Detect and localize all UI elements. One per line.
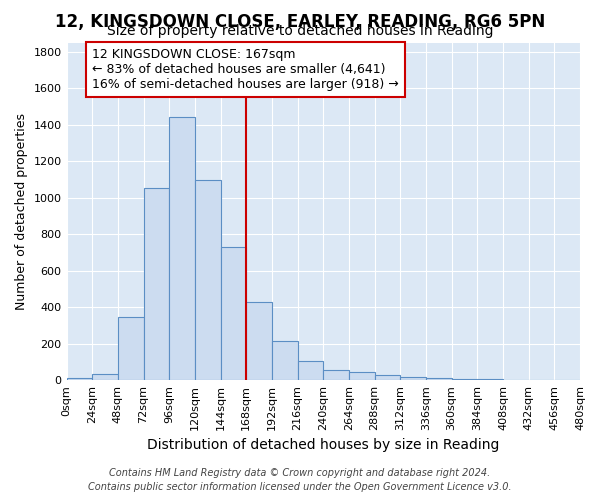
Bar <box>169 118 195 380</box>
Bar <box>374 374 400 380</box>
Bar <box>452 379 478 380</box>
Bar <box>349 372 374 380</box>
Text: Contains HM Land Registry data © Crown copyright and database right 2024.
Contai: Contains HM Land Registry data © Crown c… <box>88 468 512 492</box>
Bar <box>323 370 349 380</box>
Bar <box>272 341 298 380</box>
Bar <box>143 188 169 380</box>
Text: Size of property relative to detached houses in Reading: Size of property relative to detached ho… <box>107 24 493 38</box>
Bar <box>67 378 92 380</box>
Bar <box>118 317 143 380</box>
Bar <box>298 361 323 380</box>
Text: 12, KINGSDOWN CLOSE, EARLEY, READING, RG6 5PN: 12, KINGSDOWN CLOSE, EARLEY, READING, RG… <box>55 12 545 30</box>
Y-axis label: Number of detached properties: Number of detached properties <box>15 113 28 310</box>
Bar <box>400 377 426 380</box>
Bar <box>426 378 452 380</box>
Bar <box>246 302 272 380</box>
Bar <box>221 247 246 380</box>
Bar <box>92 374 118 380</box>
X-axis label: Distribution of detached houses by size in Reading: Distribution of detached houses by size … <box>147 438 499 452</box>
Text: 12 KINGSDOWN CLOSE: 167sqm
← 83% of detached houses are smaller (4,641)
16% of s: 12 KINGSDOWN CLOSE: 167sqm ← 83% of deta… <box>92 48 399 91</box>
Bar <box>195 180 221 380</box>
